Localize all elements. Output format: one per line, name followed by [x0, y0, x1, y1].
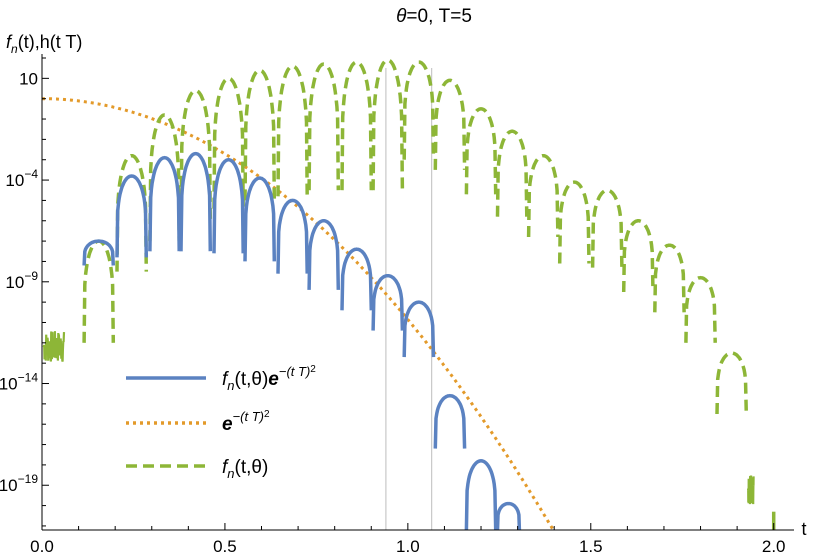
- y-axis-label: fn(t),h(t T): [6, 32, 82, 56]
- y-tick-label: 10: [19, 69, 38, 88]
- legend-label-fn: fn(t,θ): [222, 457, 268, 481]
- fn-exp-lobe-8: [307, 219, 341, 290]
- y-tick-label: 10−4: [5, 167, 38, 190]
- fn-lobe-9: [340, 60, 374, 191]
- fn-lobe-11: [402, 60, 436, 160]
- vertical-reference-lines: [385, 68, 433, 530]
- fn-exp-lobe-7: [276, 198, 309, 274]
- fn-exp-lobe-4: [179, 151, 213, 252]
- fn-noise-right: [747, 475, 755, 505]
- axes: 0.0 0.5 1.0 1.5 2.0 10 10−4 10−9 10−14 10−19: [0, 54, 794, 556]
- fn-lobe-5: [212, 76, 245, 209]
- y-tick-label: 10−14: [0, 371, 38, 394]
- fn-lobe-16: [557, 180, 591, 264]
- fn-lobe-20: [684, 275, 717, 343]
- fn-exp-lobe-9: [340, 247, 374, 311]
- y-tick-label: 10−19: [0, 472, 38, 495]
- fn-exp-lobe-13: [464, 459, 498, 530]
- fn-noise-left: [42, 331, 66, 362]
- fn-exp-lobe-1: [82, 239, 116, 266]
- fn-lobe-2: [115, 153, 149, 272]
- fn-exp-lobe-2: [115, 174, 149, 258]
- fn-exp-lobe-14: [495, 501, 522, 530]
- x-tick-label: 1.5: [579, 537, 603, 556]
- fn-exp-lobe-3: [148, 155, 181, 252]
- legend-label-fn_exp: fn(t,θ)e−(t T)2: [222, 364, 316, 393]
- fn-lobe-1: [82, 239, 116, 343]
- fn-lobe-21: [715, 351, 749, 415]
- legend: fn(t,θ)e−(t T)2 e−(t T)2 fn(t,θ): [126, 364, 316, 481]
- gauss-series-line: [42, 97, 555, 530]
- fn-exp-lobe-11: [402, 300, 436, 358]
- x-tick-label: 0.0: [30, 537, 54, 556]
- fn-lobe-10: [371, 58, 405, 191]
- fn-exp-lobe-12: [433, 393, 467, 449]
- fn-lobe-15: [526, 153, 560, 238]
- fn-lobe-13: [464, 107, 498, 195]
- fn-lobe-18: [621, 219, 655, 293]
- chart-title: θ=0, T=5: [396, 6, 472, 27]
- fn-exp-lobe-6: [243, 176, 277, 262]
- x-tick-label: 1.0: [396, 537, 420, 556]
- x-tick-label: 2.0: [762, 537, 786, 556]
- fn-lobe-12: [433, 78, 467, 170]
- fn-lobe-8: [307, 62, 341, 191]
- legend-label-gauss: e−(t T)2: [222, 409, 270, 435]
- fn-lobe-4: [179, 88, 213, 221]
- fn-lobe-6: [243, 68, 277, 201]
- fn-exp-lobe-10: [371, 273, 405, 331]
- fn-lobe-3: [148, 113, 181, 242]
- fn-lobe-17: [590, 188, 624, 268]
- fn-lobe-7: [276, 64, 309, 197]
- fn-exp-lobe-5: [212, 157, 245, 254]
- fn-lobe-19: [653, 243, 686, 313]
- y-tick-label: 10−9: [5, 269, 38, 292]
- fn-lobe-14: [495, 129, 529, 217]
- series-layer: [42, 58, 776, 530]
- x-tick-label: 0.5: [213, 537, 237, 556]
- x-axis-label: t: [801, 519, 806, 539]
